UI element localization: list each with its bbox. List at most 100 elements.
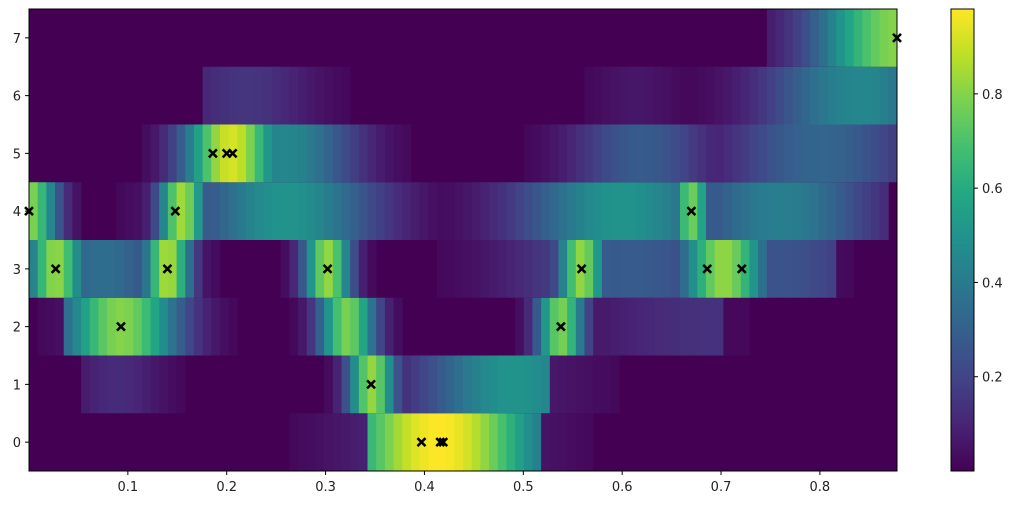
heatmap-cell xyxy=(541,240,551,298)
heatmap-cell xyxy=(211,124,221,183)
heatmap-cell xyxy=(159,355,169,414)
heatmap-cell xyxy=(697,297,707,356)
heatmap-cell xyxy=(836,9,846,67)
heatmap-cell xyxy=(862,182,872,240)
heatmap-cell xyxy=(818,182,828,240)
heatmap-cell xyxy=(419,413,429,471)
heatmap-cell xyxy=(445,355,455,414)
heatmap-cell xyxy=(723,124,733,183)
heatmap-cell xyxy=(636,240,646,298)
heatmap-cell xyxy=(393,297,403,356)
heatmap-cell xyxy=(610,182,620,240)
heatmap-cell xyxy=(680,182,690,240)
heatmap-cell xyxy=(46,182,56,240)
x-tick-label: 0.6 xyxy=(612,480,633,495)
heatmap-cell xyxy=(680,240,690,298)
heatmap-cell xyxy=(653,182,664,240)
heatmap-cell xyxy=(506,413,516,471)
heatmap-cell xyxy=(697,124,707,183)
y-tick-label: 6 xyxy=(13,90,21,105)
heatmap-cell xyxy=(341,182,351,240)
heatmap-cell xyxy=(358,413,368,471)
heatmap-cell xyxy=(584,182,594,240)
heatmap-cell xyxy=(879,124,889,183)
heatmap-cell xyxy=(870,66,881,125)
heatmap-cell xyxy=(55,182,65,240)
heatmap-cell xyxy=(141,124,151,183)
heatmap-cell xyxy=(827,66,837,125)
heatmap-cell xyxy=(740,240,750,298)
x-marker xyxy=(702,263,713,274)
heatmap-cell xyxy=(306,240,316,298)
heatmap-cell xyxy=(219,124,230,183)
heatmap-cell xyxy=(376,297,386,356)
heatmap-cell xyxy=(376,413,386,471)
heatmap-cell xyxy=(228,182,238,240)
heatmap-cell xyxy=(98,240,108,298)
heatmap-cell xyxy=(758,240,768,298)
heatmap-cell xyxy=(627,240,637,298)
heatmap-cell xyxy=(263,182,273,240)
heatmap-cell xyxy=(63,297,73,356)
heatmap-cell xyxy=(784,9,794,67)
heatmap-cell xyxy=(341,66,351,125)
heatmap-cell xyxy=(124,240,134,298)
heatmap-cell xyxy=(246,66,256,125)
heatmap-cell xyxy=(133,355,143,414)
heatmap-cell xyxy=(29,240,39,298)
heatmap-cell xyxy=(836,182,846,240)
x-marker xyxy=(366,379,376,390)
heatmap-cell xyxy=(593,355,603,414)
heatmap-cell xyxy=(358,355,368,414)
heatmap-cell xyxy=(636,66,646,125)
heatmap-cell xyxy=(454,355,464,414)
heatmap-cell xyxy=(567,240,577,298)
heatmap-cell xyxy=(72,240,82,298)
heatmap-cell xyxy=(558,182,568,240)
heatmap-cell xyxy=(133,297,143,356)
x-tick-label: 0.3 xyxy=(315,480,336,495)
heatmap-cell xyxy=(436,355,447,414)
heatmap-cell xyxy=(159,124,169,183)
heatmap-cell xyxy=(870,124,881,183)
heatmap-cell xyxy=(515,297,525,356)
heatmap-cell xyxy=(784,66,794,125)
heatmap-cell xyxy=(740,124,750,183)
heatmap-cell xyxy=(159,182,169,240)
heatmap-cell xyxy=(758,66,768,125)
heatmap-cell xyxy=(732,182,742,240)
heatmap-cell xyxy=(506,240,516,298)
heatmap-cell xyxy=(298,66,308,125)
x-tick-label: 0.8 xyxy=(810,480,831,495)
heatmap-cell xyxy=(272,124,282,183)
heatmap-cell xyxy=(272,182,282,240)
heatmap-cell xyxy=(827,124,837,183)
heatmap-cell xyxy=(436,240,447,298)
heatmap-cell xyxy=(324,66,334,125)
heatmap-cell xyxy=(341,413,351,471)
heatmap-cell xyxy=(575,297,585,356)
heatmap-cell xyxy=(541,182,551,240)
heatmap-cell xyxy=(193,297,203,356)
heatmap-cell xyxy=(523,297,533,356)
heatmap-cell xyxy=(671,124,681,183)
heatmap-cell xyxy=(332,124,342,183)
heatmap-cell xyxy=(98,355,108,414)
heatmap-cell xyxy=(315,124,325,183)
heatmap-cell xyxy=(428,413,438,471)
heatmap-cell xyxy=(185,297,195,356)
heatmap-cell xyxy=(541,413,551,471)
heatmap-cell xyxy=(593,297,603,356)
heatmap-cell xyxy=(792,124,802,183)
heatmap-cell xyxy=(844,9,854,67)
heatmap-cell xyxy=(627,66,637,125)
heatmap-cell xyxy=(619,124,629,183)
heatmap-cell xyxy=(280,240,290,298)
heatmap-cell xyxy=(185,240,195,298)
heatmap-cell xyxy=(680,124,690,183)
heatmap-cell xyxy=(870,9,881,67)
heatmap-cell xyxy=(280,182,290,240)
y-axis: 0 1 2 3 4 5 6 7 xyxy=(13,32,29,451)
heatmap-cell xyxy=(445,240,455,298)
heatmap-cell xyxy=(601,240,611,298)
